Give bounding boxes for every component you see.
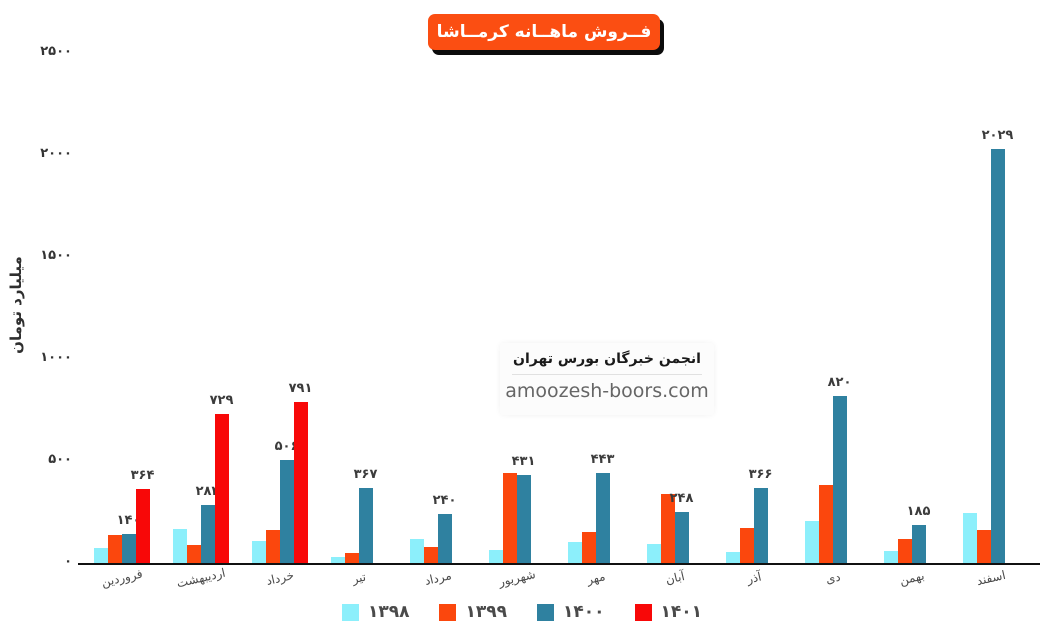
bar-1400-m1 bbox=[121, 534, 136, 563]
legend-label: ۱۳۹۸ bbox=[367, 602, 410, 622]
x-axis-label: اسفند bbox=[974, 567, 1007, 589]
bar-1398-m9 bbox=[725, 552, 740, 563]
bar-1398-m11 bbox=[883, 551, 898, 563]
legend-swatch bbox=[439, 603, 457, 621]
bar-value-label: ۴۴۳ bbox=[590, 452, 615, 467]
bar-1398-m10 bbox=[804, 521, 819, 563]
bar-1398-m12 bbox=[962, 513, 977, 563]
x-axis-label: مرداد bbox=[422, 568, 453, 588]
bar-value-label: ۲۴۸ bbox=[669, 491, 694, 506]
bar-1398-m6 bbox=[488, 550, 503, 563]
bar-1399-m4 bbox=[344, 553, 359, 563]
bar-1400-m6 bbox=[516, 475, 531, 563]
bar-1399-m12 bbox=[976, 530, 991, 563]
legend: ۱۳۹۸ ۱۳۹۹ ۱۴۰۰ ۱۴۰۱ bbox=[0, 602, 1044, 622]
bar-1399-m11 bbox=[897, 539, 912, 563]
bar-1400-m4 bbox=[358, 488, 373, 563]
bar-1399-m8 bbox=[660, 494, 675, 563]
bar-value-label: ۱۸۵ bbox=[906, 504, 931, 519]
bar-1398-m2 bbox=[172, 529, 187, 563]
bar-value-label: ۴۳۱ bbox=[511, 454, 536, 469]
watermark-org-text: انجمن خبرگان بورس تهران bbox=[513, 351, 701, 367]
bar-value-label: ۳۶۷ bbox=[353, 467, 378, 482]
bar-1400-m5 bbox=[437, 514, 452, 563]
y-tick-label: ۲۵۰۰ bbox=[40, 44, 72, 59]
bar-1400-m9 bbox=[753, 488, 768, 563]
bar-1399-m1 bbox=[107, 535, 122, 563]
bar-1398-m8 bbox=[646, 544, 661, 563]
legend-item: ۱۳۹۹ bbox=[439, 602, 507, 622]
x-axis-label: اردیبهشت bbox=[174, 565, 227, 591]
x-axis-label: تیر bbox=[350, 569, 367, 587]
bar-1400-m8 bbox=[674, 512, 689, 563]
y-tick-label: ۰ bbox=[64, 554, 72, 569]
bar-value-label: ۲۸۳ bbox=[195, 484, 220, 499]
legend-item: ۱۴۰۱ bbox=[634, 602, 703, 622]
bar-value-label: ۲۰۲۹ bbox=[981, 128, 1014, 143]
x-axis-label: آذر bbox=[744, 569, 763, 587]
bar-value-label: ۵۰۶ bbox=[274, 439, 299, 454]
bar-value-label: ۲۴۰ bbox=[432, 493, 457, 508]
legend-item: ۱۴۰۰ bbox=[537, 602, 605, 622]
y-tick-label: ۲۰۰۰ bbox=[40, 146, 72, 161]
x-axis-label: خرداد bbox=[264, 568, 295, 588]
legend-item: ۱۳۹۸ bbox=[341, 602, 410, 622]
bar-1399-m7 bbox=[581, 532, 596, 563]
bar-1400-m12 bbox=[990, 149, 1005, 563]
watermark: انجمن خبرگان بورس تهران amoozesh-boors.c… bbox=[500, 343, 714, 415]
chart-title: فــروش ماهــانه کرمــاشا bbox=[428, 14, 660, 50]
legend-label: ۱۳۹۹ bbox=[465, 602, 507, 622]
bar-1399-m6 bbox=[502, 473, 517, 563]
bar-1399-m5 bbox=[423, 547, 438, 563]
bar-value-label: ۳۶۶ bbox=[748, 467, 773, 482]
bar-value-label: ۳۶۴ bbox=[130, 468, 155, 483]
bar-1399-m10 bbox=[818, 485, 833, 563]
bar-1400-m10 bbox=[832, 396, 847, 563]
y-tick-label: ۱۰۰۰ bbox=[40, 350, 72, 365]
bar-1399-m2 bbox=[186, 545, 201, 563]
x-axis-label: آبان bbox=[663, 569, 686, 587]
bar-value-label: ۷۲۹ bbox=[209, 393, 234, 408]
legend-swatch bbox=[341, 603, 359, 621]
x-axis-line bbox=[78, 563, 1040, 565]
bar-1398-m1 bbox=[93, 548, 108, 563]
bar-1398-m4 bbox=[330, 557, 345, 563]
bar-value-label: ۸۲۰ bbox=[827, 375, 852, 390]
x-axis-label: دی bbox=[823, 569, 842, 587]
bar-value-label: ۱۴۰ bbox=[116, 513, 141, 528]
bar-1398-m3 bbox=[251, 541, 266, 563]
bar-1400-m7 bbox=[595, 473, 610, 563]
bar-1401-m1 bbox=[135, 489, 150, 563]
x-axis-label: بهمن bbox=[897, 568, 926, 588]
bar-1400-m3 bbox=[279, 460, 294, 563]
legend-swatch bbox=[537, 603, 554, 621]
watermark-site-text: amoozesh-boors.com bbox=[505, 380, 709, 402]
watermark-divider bbox=[512, 374, 702, 375]
legend-label: ۱۴۰۱ bbox=[660, 602, 703, 622]
bar-1401-m3 bbox=[293, 402, 308, 563]
bar-1399-m3 bbox=[265, 530, 280, 563]
legend-swatch bbox=[634, 603, 652, 621]
legend-label: ۱۴۰۰ bbox=[563, 602, 605, 622]
bar-1399-m9 bbox=[739, 528, 754, 563]
x-axis-label: شهریور bbox=[496, 566, 537, 590]
bar-1398-m7 bbox=[567, 542, 582, 563]
x-axis-label: فروردین bbox=[99, 566, 144, 590]
bar-1400-m11 bbox=[911, 525, 926, 563]
x-axis-label: مهر bbox=[584, 569, 607, 587]
bar-value-label: ۷۹۱ bbox=[288, 381, 313, 396]
y-tick-label: ۵۰۰ bbox=[48, 452, 72, 467]
y-tick-label: ۱۵۰۰ bbox=[40, 248, 72, 263]
bar-1401-m2 bbox=[214, 414, 229, 563]
bar-1398-m5 bbox=[409, 539, 424, 563]
bar-1400-m2 bbox=[200, 505, 215, 563]
